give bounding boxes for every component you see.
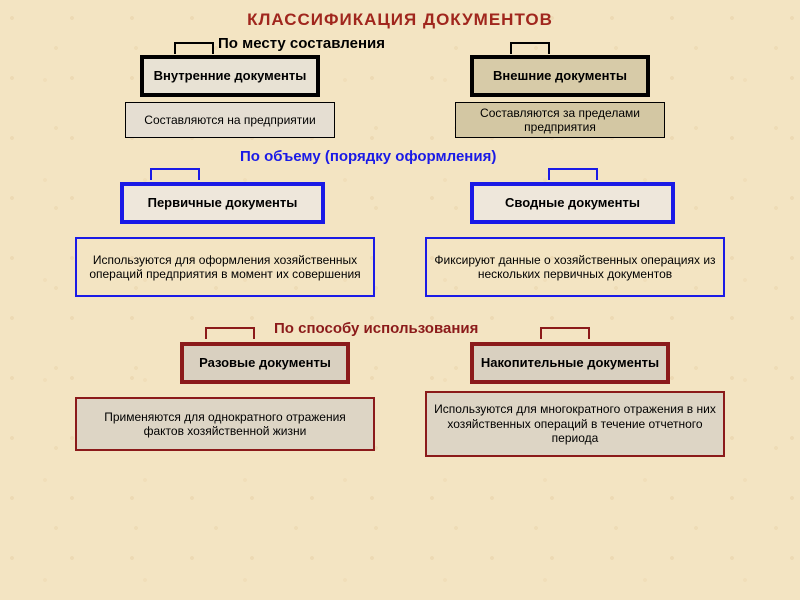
bracket-volume-0 [150,168,200,180]
page-title: КЛАССИФИКАЦИЯ ДОКУМЕНТОВ [0,10,800,30]
diagram-root: КЛАССИФИКАЦИЯ ДОКУМЕНТОВ По месту состав… [0,0,800,600]
bracket-place-0 [174,42,214,54]
box-usage-left: Разовые документы [180,342,350,384]
desc-place-right: Составляются за пределами предприятия [455,102,665,138]
desc-usage-left: Применяются для однократного отражения ф… [75,397,375,451]
desc-volume-left: Используются для оформления хозяйственны… [75,237,375,297]
box-place-right: Внешние документы [470,55,650,97]
box-place-left: Внутренние документы [140,55,320,97]
bracket-place-1 [510,42,550,54]
box-usage-right: Накопительные документы [470,342,670,384]
box-volume-right: Сводные документы [470,182,675,224]
desc-volume-right: Фиксируют данные о хозяйственных операци… [425,237,725,297]
box-volume-left: Первичные документы [120,182,325,224]
bracket-volume-1 [548,168,598,180]
section-label-usage: По способу использования [274,320,478,337]
section-label-volume: По объему (порядку оформления) [240,148,500,165]
section-label-place: По месту составления [218,35,385,52]
bracket-usage-1 [540,327,590,339]
bracket-usage-0 [205,327,255,339]
desc-usage-right: Используются для многократного отражения… [425,391,725,457]
desc-place-left: Составляются на предприятии [125,102,335,138]
